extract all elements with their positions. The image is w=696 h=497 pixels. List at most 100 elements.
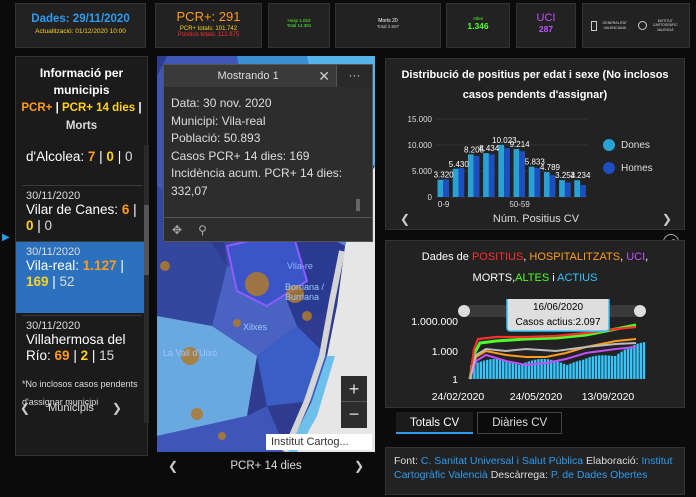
hospitalitzats-line[interactable] <box>469 338 637 380</box>
age-bar[interactable] <box>488 154 495 197</box>
evo-daily-bar <box>604 355 607 379</box>
age-bar[interactable] <box>543 172 550 197</box>
list-item-pcr14: 2 <box>80 348 89 363</box>
age-bar[interactable] <box>564 182 571 197</box>
data-date: Dades: 29/11/2020 <box>31 13 130 25</box>
prev-arrow-icon[interactable]: ❮ <box>20 401 31 415</box>
list-item-values: Vila-real: 1.127 | 169 | 52 <box>26 258 124 289</box>
age-prev-arrow-icon[interactable]: ❮ <box>400 212 411 226</box>
age-value-label: 4.789 <box>540 163 561 172</box>
list-scrollbar[interactable] <box>144 145 149 423</box>
age-legend-item[interactable]: Dones <box>603 139 653 151</box>
zoom-out-button[interactable]: − <box>348 404 360 424</box>
list-item-selected[interactable]: 30/11/2020 Vila-real: 1.127 | 169 | 52 <box>16 241 144 313</box>
evolution-chart[interactable]: 1.000.000 1.000 1 16/06/2020 Casos actius:2.… <box>386 299 686 409</box>
popup-line-municipi: Municipi: Vila-real <box>171 113 266 128</box>
age-value-label: 3.234 <box>570 171 591 180</box>
age-ytick-label: 0 <box>428 193 433 202</box>
age-bar[interactable] <box>473 155 480 197</box>
gva-logo: GENERALITAT VALENCIANA <box>590 20 631 31</box>
map-prev-arrow-icon[interactable]: ❮ <box>168 459 179 473</box>
age-bar[interactable] <box>519 151 526 197</box>
map-attribution[interactable]: Institut Cartog... <box>266 434 372 450</box>
age-bar[interactable] <box>528 166 535 197</box>
age-next-arrow-icon[interactable]: ❯ <box>661 212 672 226</box>
evo-daily-bar <box>534 359 537 379</box>
close-icon[interactable]: ✕ <box>318 67 330 84</box>
uci-line[interactable] <box>469 346 637 380</box>
side-expand-icon[interactable]: ▶ <box>2 232 10 243</box>
zoom-controls: + − <box>341 376 367 428</box>
icv-emblem-icon <box>638 20 648 30</box>
age-bar[interactable] <box>443 179 450 197</box>
popup-line-date: Data: 30 nov. 2020 <box>171 96 272 110</box>
source-link[interactable]: C. Sanitat Universal i Salut Pública <box>420 455 584 467</box>
age-legend-item[interactable]: Homes <box>603 162 653 174</box>
age-bar[interactable] <box>452 168 459 197</box>
range-handle-end[interactable] <box>634 305 646 317</box>
list-item[interactable]: 30/11/2020 Villahermosa del Río: 69 | 2 … <box>22 315 142 368</box>
age-bar[interactable] <box>559 180 565 197</box>
popup-scrollbar[interactable] <box>356 199 360 211</box>
age-bar[interactable] <box>513 149 520 197</box>
age-nav-label: Núm. Positius CV <box>492 213 580 225</box>
evo-daily-bar <box>617 353 620 379</box>
mortes-line2: Total 2.607 <box>376 24 400 29</box>
evo-daily-bar <box>511 362 514 379</box>
evo-daily-bar <box>601 355 604 379</box>
move-icon[interactable]: ✥ <box>172 222 183 237</box>
evo-daily-bar <box>575 361 578 379</box>
age-value-label: 9.214 <box>510 140 531 149</box>
evo-daily-bar <box>620 351 623 379</box>
age-bar[interactable] <box>504 148 510 197</box>
evo-xtick-label: 24/02/2020 <box>432 391 485 403</box>
map-nav-label: PCR+ 14 dies <box>230 460 302 472</box>
list-scrollbar-thumb[interactable] <box>144 205 149 275</box>
evo-daily-bar <box>514 363 518 379</box>
age-bar[interactable] <box>580 185 586 197</box>
morts-line[interactable] <box>469 342 637 380</box>
legend-pcr14: PCR+ 14 dies <box>61 102 136 114</box>
popup-content: Data: 30 nov. 2020 Municipi: Vila-real P… <box>164 87 372 200</box>
evo-daily-bar <box>585 358 588 379</box>
age-bar[interactable] <box>458 167 465 197</box>
list-item[interactable]: d'Alcolea: 7 | 0 | 0 <box>22 145 142 169</box>
evo-title-part: Dades de <box>421 251 472 263</box>
tab-totals-cv[interactable]: Totals CV <box>396 412 474 434</box>
age-bar[interactable] <box>483 153 489 197</box>
logos-card: GENERALITAT VALENCIANA INSTITUT CARTOGRÀ… <box>582 3 690 48</box>
evo-daily-bar <box>614 355 617 379</box>
range-handle-start[interactable] <box>458 305 470 317</box>
download-link[interactable]: P. de Dades Obertes <box>550 469 648 481</box>
evo-daily-bar <box>521 363 524 379</box>
zoom-in-button[interactable]: + <box>341 376 367 402</box>
tab-diaries-cv[interactable]: Diàries CV <box>477 412 563 434</box>
list-item-morts: 0 <box>124 149 133 164</box>
legend-sep1: | <box>52 102 62 114</box>
evo-title-part: UCI <box>626 251 646 263</box>
evo-daily-bar <box>639 342 642 379</box>
age-bar[interactable] <box>498 144 505 197</box>
next-arrow-icon[interactable]: ❯ <box>111 401 122 415</box>
age-chart[interactable]: 15.000 10.000 5.000 0 3.320 5.430 8.2058.43410… <box>386 111 686 207</box>
evo-daily-bar <box>607 355 610 379</box>
list-item-pcr14: 0 <box>26 218 34 233</box>
age-bar[interactable] <box>574 180 581 197</box>
age-bar[interactable] <box>549 175 556 197</box>
list-item-values: Villahermosa del Río: 69 | 2 | 15 <box>26 332 126 363</box>
evo-title-part: i <box>549 272 558 284</box>
age-bar[interactable] <box>534 167 541 197</box>
list-item[interactable]: 30/11/2020 Vilar de Canes: 6 | 0 | 0 <box>22 185 142 238</box>
zoom-to-icon[interactable]: ⚲ <box>198 222 207 237</box>
more-options-icon[interactable]: ··· <box>336 65 372 87</box>
map-next-arrow-icon[interactable]: ❯ <box>353 459 364 473</box>
age-ytick-label: 10.000 <box>408 141 433 150</box>
list-item-morts: 15 <box>99 348 115 363</box>
list-item-name: Villahermosa del Río: <box>26 332 126 363</box>
municipis-list[interactable]: d'Alcolea: 7 | 0 | 0 30/11/2020 Vilar de… <box>16 145 149 423</box>
source-elab-label: Elaboració: <box>583 455 642 467</box>
legend-swatch <box>603 139 615 151</box>
age-bar[interactable] <box>467 154 474 197</box>
elaboration-link[interactable]: Institut Cartogràfic Valencià <box>394 455 673 481</box>
age-bar[interactable] <box>437 179 444 197</box>
